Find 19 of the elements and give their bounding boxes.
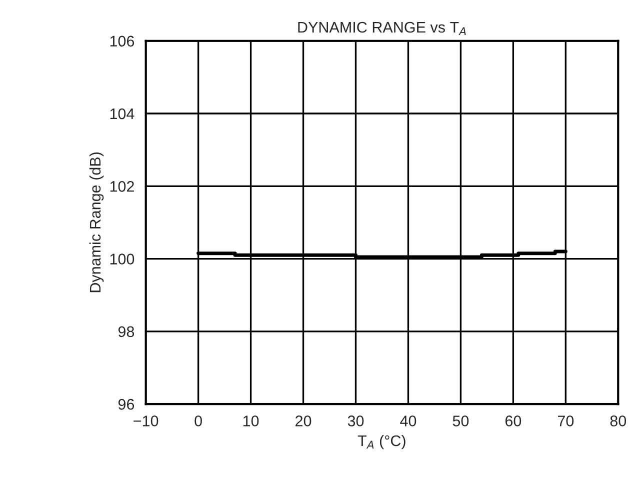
y-tick-label: 102 [110, 181, 134, 192]
y-tick-label: 104 [110, 108, 134, 120]
x-tick-label: 30 [348, 416, 364, 426]
x-tick-label: 60 [505, 416, 522, 426]
y-tick-label: 100 [110, 254, 134, 264]
chart-title: DYNAMIC RANGE vs T$_{A}$ [298, 22, 466, 36]
x-tick-label: 40 [400, 416, 416, 426]
y-tick-label: 106 [110, 36, 134, 47]
x-tick-label: 70 [558, 416, 574, 426]
y-tick-label: 96 [118, 398, 134, 410]
x-tick-label: 0 [194, 416, 202, 426]
y-axis-title: Dynamic Range (dB) [89, 152, 104, 292]
x-tick-label: 10 [243, 416, 259, 426]
x-tick-label: −10 [134, 416, 158, 426]
x-axis-title: T$_{A}$ (°C) [358, 434, 406, 450]
y-tick-label: 98 [118, 326, 134, 338]
x-tick-label: 20 [296, 416, 312, 426]
x-tick-label: 80 [610, 416, 626, 426]
x-tick-label: 50 [452, 416, 469, 426]
